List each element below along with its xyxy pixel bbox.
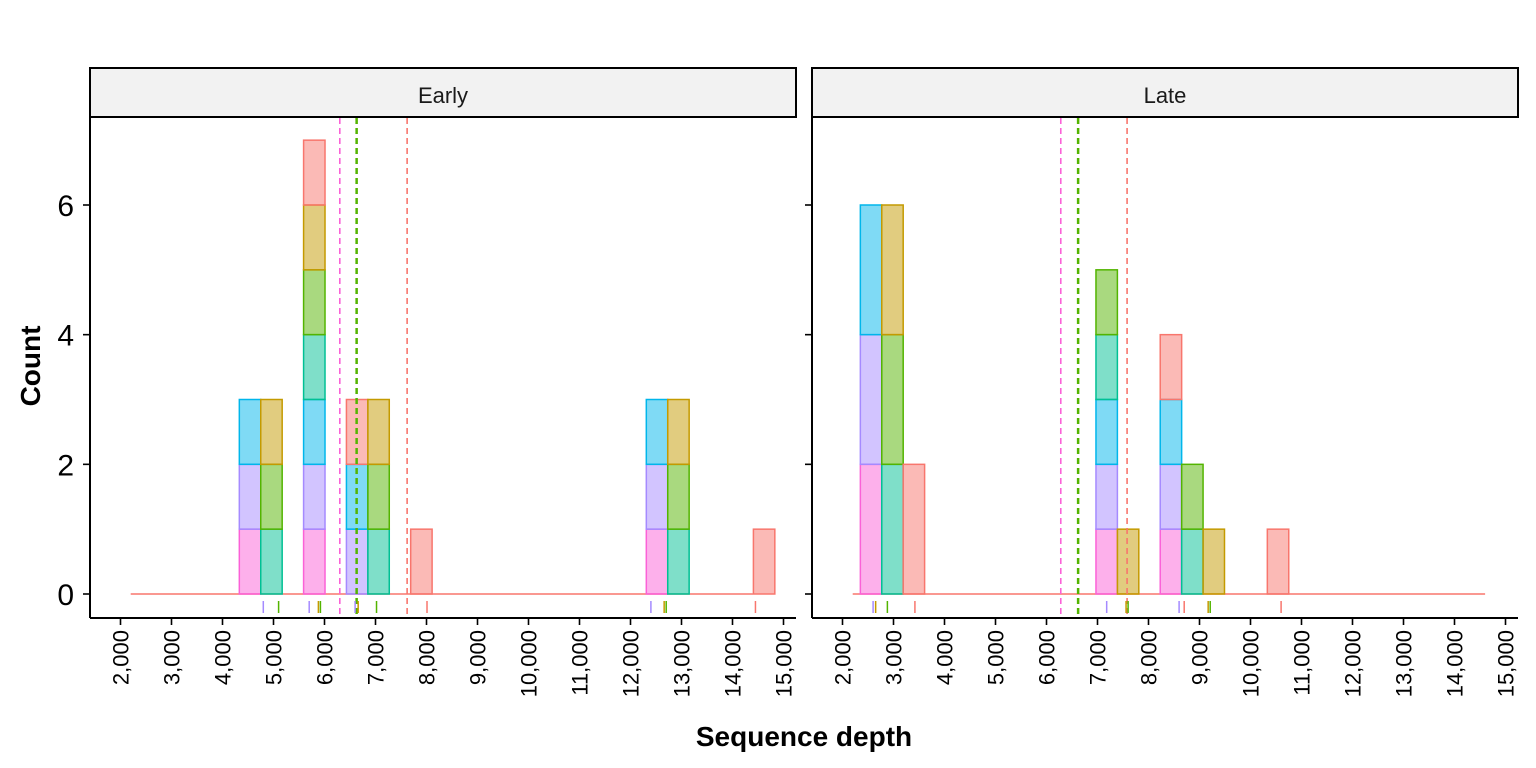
x-tick-label: 7,000 [364, 630, 389, 685]
histogram-bar-segment [1095, 333, 1119, 401]
histogram-bar-segment [1159, 333, 1183, 401]
x-tick-label: 5,000 [262, 630, 287, 685]
x-tick-label: 9,000 [1188, 630, 1213, 685]
x-tick-label: 7,000 [1086, 630, 1111, 685]
facet-panels: Early 2,000 3,000 4,000 5,000 6,000 7,000 8,000… [83, 67, 1519, 697]
histogram-bar-segment [302, 139, 326, 206]
histogram-bar-segment [666, 398, 690, 466]
x-tick-label: 14,000 [721, 630, 746, 697]
x-tick-label: 15,000 [1494, 630, 1519, 697]
histogram-bar-segment [302, 204, 326, 271]
y-tick-label: 4 [57, 320, 74, 353]
histogram-bar-segment [1095, 269, 1119, 336]
histogram-bar-segment [881, 463, 904, 595]
histogram-bar-segment [645, 463, 669, 530]
x-tick-label: 12,000 [619, 630, 644, 697]
x-tick-label: 10,000 [517, 630, 542, 697]
histogram-bar-segment [902, 463, 926, 595]
histogram-bar-segment [367, 463, 391, 530]
histogram-bar-segment [260, 398, 283, 466]
facet-strip-label: Late [1144, 83, 1187, 108]
facet-strip-background [89, 67, 797, 118]
x-axis-title: Sequence depth [696, 721, 912, 752]
x-tick-label: 11,000 [568, 630, 593, 696]
histogram-bar-segment [238, 463, 262, 530]
y-axis-title: Count [15, 326, 46, 407]
y-tick-label: 0 [57, 579, 74, 612]
histogram-bar-segment [881, 204, 904, 336]
histogram-bar-segment [302, 528, 326, 595]
histogram-bar-segment [1159, 463, 1183, 530]
histogram-bar-segment [752, 528, 776, 595]
y-axis: 0 2 4 6 [57, 190, 74, 612]
histogram-bar-segment [238, 528, 262, 595]
histogram-bar-segment [881, 333, 904, 466]
x-tick-label: 15,000 [772, 630, 797, 697]
histogram-bar-segment [859, 463, 883, 595]
y-tick-label: 6 [57, 190, 74, 223]
x-tick-label: 11,000 [1290, 630, 1315, 696]
histogram-bar-segment [1202, 528, 1226, 595]
x-tick-label: 2,000 [109, 630, 134, 685]
x-tick-label: 5,000 [984, 630, 1009, 685]
histogram-bar-segment [859, 204, 883, 336]
facet-strip-background [811, 67, 1519, 118]
x-tick-label: 3,000 [160, 630, 185, 685]
histogram-bar-segment [1266, 528, 1290, 595]
y-tick-label: 2 [57, 449, 74, 482]
histogram-bar-segment [367, 398, 391, 466]
histogram-bar-segment [1095, 528, 1119, 595]
histogram-bar-segment [1180, 463, 1204, 530]
histogram-bar-segment [1159, 528, 1183, 595]
x-tick-label: 8,000 [415, 630, 440, 685]
x-tick-label: 12,000 [1341, 630, 1366, 697]
histogram-bar-segment [302, 333, 326, 401]
histogram-bar-segment [367, 528, 391, 595]
histogram-bar-segment [260, 463, 283, 530]
x-tick-label: 4,000 [933, 630, 958, 685]
histogram-bar-segment [409, 528, 433, 595]
facet-panel-early: Early 2,000 3,000 4,000 5,000 6,000 7,000 8,000… [83, 67, 797, 697]
x-tick-label: 9,000 [466, 630, 491, 685]
x-tick-label: 13,000 [670, 630, 695, 697]
histogram-bar-segment [666, 463, 690, 530]
histogram-bar-segment [645, 528, 669, 595]
x-tick-label: 3,000 [882, 630, 907, 685]
x-tick-label: 14,000 [1443, 630, 1468, 697]
histogram-bar-segment [1116, 528, 1140, 595]
histogram-bar-segment [1180, 528, 1204, 595]
x-tick-label: 13,000 [1392, 630, 1417, 697]
histogram-bar-segment [1159, 398, 1183, 466]
histogram-bar-segment [859, 333, 883, 466]
histogram-bar-segment [302, 398, 326, 466]
x-tick-label: 4,000 [211, 630, 236, 685]
x-tick-label: 6,000 [313, 630, 338, 685]
histogram-bar-segment [1095, 398, 1119, 466]
x-tick-label: 8,000 [1137, 630, 1162, 685]
histogram-bar-segment [238, 398, 262, 466]
facet-strip-label: Early [418, 83, 468, 108]
facet-panel-late: Late 2,000 3,000 4,000 5,000 6,000 7,000 8,000 9… [805, 67, 1519, 697]
histogram-bar-segment [666, 528, 690, 595]
histogram-bar-segment [302, 463, 326, 530]
histogram-bar-segment [645, 398, 669, 466]
x-tick-label: 6,000 [1035, 630, 1060, 685]
histogram-bar-segment [1095, 463, 1119, 530]
histogram-bar-segment [260, 528, 283, 595]
x-tick-label: 2,000 [831, 630, 856, 685]
x-tick-label: 10,000 [1239, 630, 1264, 697]
histogram-bar-segment [302, 269, 326, 336]
